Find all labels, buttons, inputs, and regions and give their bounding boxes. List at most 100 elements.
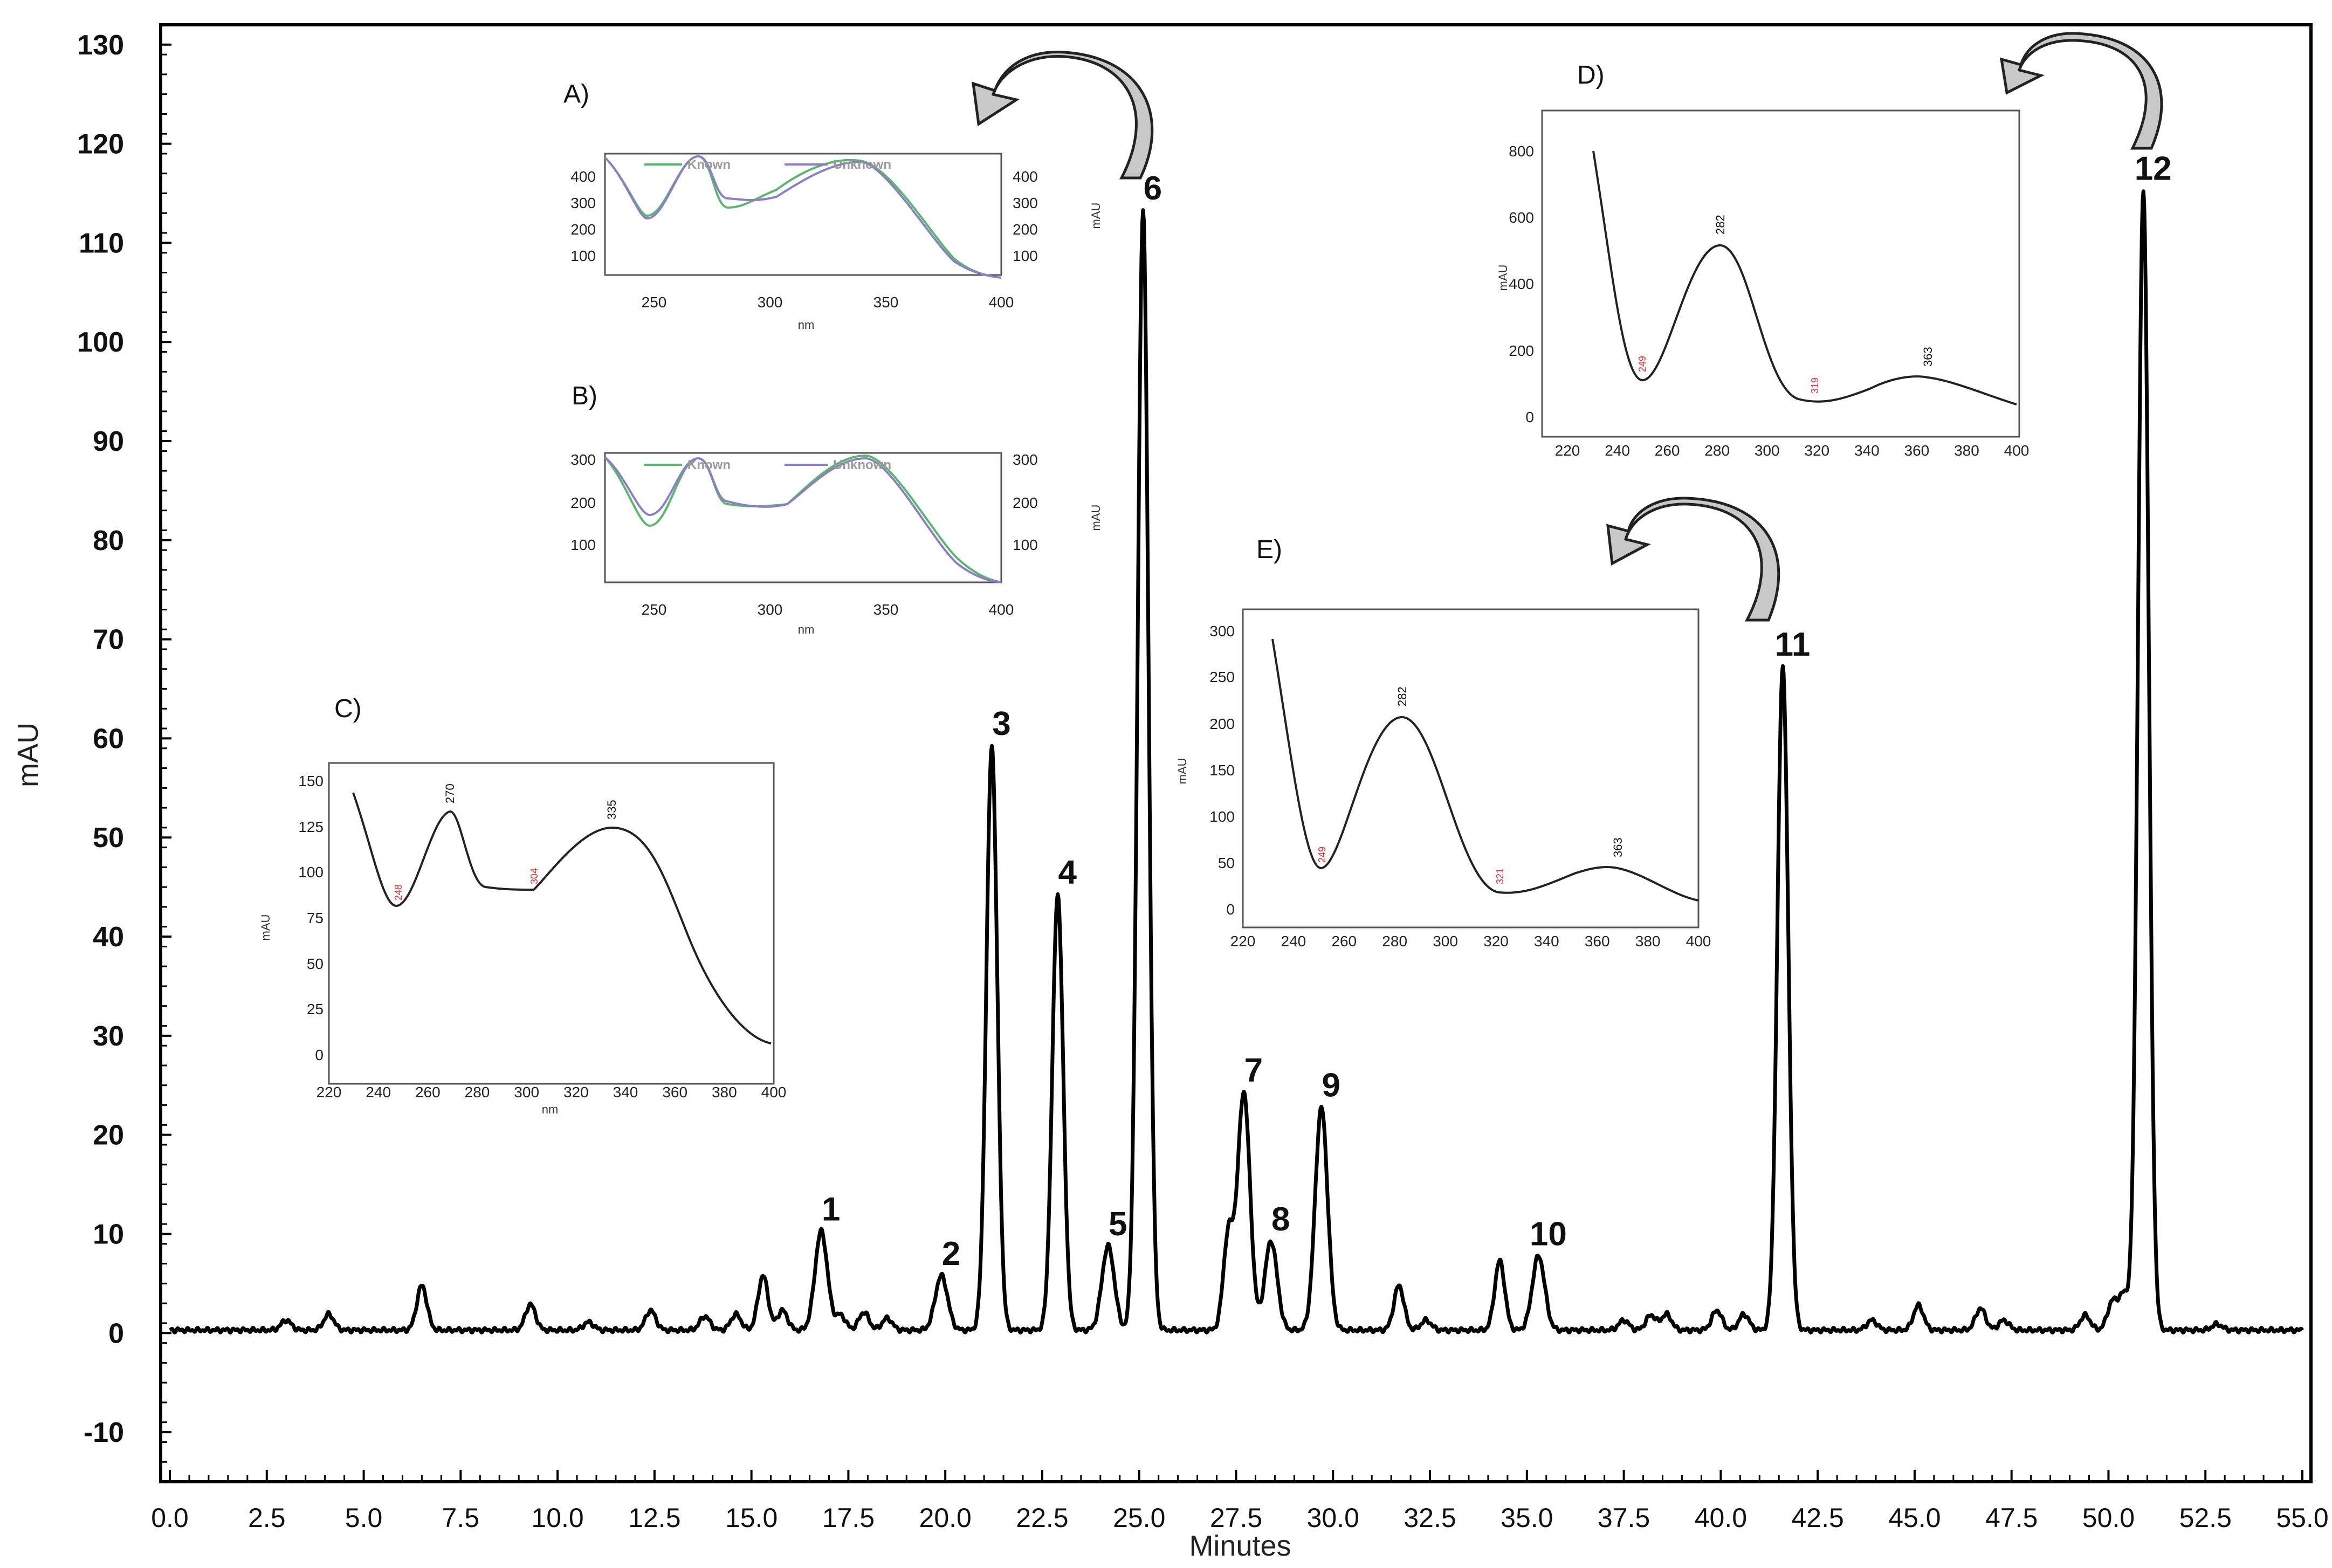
- inset-c-ytick: 125: [298, 819, 324, 835]
- y-tick-label: 130: [77, 30, 124, 61]
- inset-c-x-ticks: 220 240 260 280 300 320 340 360 380 400: [317, 1084, 787, 1101]
- inset-c-ytick: 100: [298, 864, 324, 881]
- inset-a-ytick: 300: [570, 195, 596, 211]
- inset-e-min-label: 249: [1317, 847, 1327, 863]
- x-tick-label: 22.5: [1016, 1503, 1068, 1533]
- inset-x-tick-label: 240: [1605, 442, 1630, 459]
- inset-e-ytick: 0: [1226, 901, 1235, 918]
- y-tick-label: 110: [79, 228, 124, 259]
- inset-x-tick-label: 320: [1804, 442, 1829, 459]
- inset-b-ytick: 200: [570, 494, 596, 511]
- y-tick-label: -10: [84, 1417, 124, 1448]
- inset-d-ytick: 800: [1509, 143, 1534, 160]
- inset-x-tick-label: 360: [1904, 442, 1930, 459]
- y-tick-label: 90: [93, 426, 124, 457]
- inset-c-min-label: 304: [529, 868, 540, 884]
- inset-d-x-ticks: 220 240 260 280 300 320 340 360 380 400: [1555, 442, 2030, 459]
- y-tick-label: 60: [93, 723, 124, 754]
- x-tick-label: 32.5: [1404, 1503, 1456, 1533]
- inset-x-tick-label: 280: [465, 1084, 490, 1101]
- y-tick-label: 50: [93, 822, 124, 854]
- inset-e-spectrum: [1271, 638, 1699, 902]
- inset-e-ytick: 100: [1209, 808, 1235, 825]
- inset-a-xtick: 250: [642, 294, 667, 311]
- inset-a-legend-known: Known: [687, 157, 731, 172]
- inset-a-right-ytick: 400: [1013, 168, 1038, 185]
- inset-a-ytick: 200: [570, 221, 596, 238]
- inset-x-tick-label: 380: [712, 1084, 737, 1101]
- inset-c-ytick: 75: [307, 910, 324, 926]
- x-tick-label: 0.0: [151, 1503, 189, 1533]
- inset-x-tick-label: 220: [1230, 933, 1256, 950]
- inset-d-ytick: 400: [1509, 276, 1534, 292]
- inset-c-ytick: 0: [315, 1047, 324, 1063]
- inset-b-unknown-curve: [604, 456, 1002, 583]
- x-tick-label: 50.0: [2082, 1503, 2135, 1533]
- inset-b-xtick: 400: [989, 601, 1014, 618]
- chromatogram-trace: [168, 189, 2304, 1335]
- inset-x-tick-label: 280: [1382, 933, 1407, 950]
- inset-x-tick-label: 300: [1433, 933, 1458, 950]
- peak-label: 7: [1244, 1052, 1263, 1089]
- inset-b-right-ytick: 100: [1013, 537, 1038, 553]
- x-tick-label: 45.0: [1888, 1503, 1941, 1533]
- inset-x-tick-label: 320: [563, 1084, 589, 1101]
- inset-c-max-label: 270: [443, 783, 457, 803]
- inset-a-unknown-curve: [604, 155, 1002, 279]
- inset-x-tick-label: 240: [366, 1084, 391, 1101]
- inset-e-ytick: 250: [1209, 669, 1235, 685]
- inset-c-ytick: 25: [307, 1001, 324, 1017]
- x-tick-label: 10.0: [531, 1503, 583, 1533]
- inset-e-ytick: 50: [1218, 855, 1235, 871]
- inset-c-frame: [328, 762, 775, 1085]
- x-tick-label: 15.0: [725, 1503, 778, 1533]
- peak-label: 9: [1322, 1067, 1340, 1104]
- inset-a-right-ytick: 300: [1013, 195, 1038, 211]
- inset-a-xtick: 400: [989, 294, 1014, 311]
- inset-e-ytick: 200: [1209, 716, 1235, 732]
- inset-b-xtick: 300: [758, 601, 783, 618]
- inset-d-max-label: 282: [1714, 215, 1727, 235]
- y-tick-label: 0: [108, 1318, 124, 1349]
- inset-x-tick-label: 320: [1483, 933, 1509, 950]
- y-tick-label: 30: [93, 1021, 124, 1052]
- x-axis-ticks: 0.0 2.5 5.0 7.5 10.0 12.5 15.0 17.5 20.0 22.5 25.0…: [151, 1470, 2329, 1533]
- inset-x-tick-label: 260: [1331, 933, 1357, 950]
- inset-b-frame: [604, 452, 1002, 583]
- peak-label: 4: [1058, 854, 1077, 891]
- inset-x-tick-label: 240: [1281, 933, 1306, 950]
- inset-c-min-label: 248: [393, 884, 404, 900]
- peak-label: 6: [1144, 170, 1162, 207]
- inset-e-x-ticks: 220 240 260 280 300 320 340 360 380 400: [1230, 933, 1711, 950]
- inset-c-xlabel: nm: [542, 1103, 559, 1116]
- x-tick-label: 2.5: [248, 1503, 286, 1533]
- inset-x-tick-label: 220: [1555, 442, 1580, 459]
- inset-a: A) Known Unknown 400 300 200 100 400 300…: [563, 80, 1103, 332]
- inset-b-right-unit: mAU: [1089, 505, 1103, 531]
- inset-b-right-ytick: 200: [1013, 494, 1038, 511]
- inset-x-tick-label: 260: [1655, 442, 1680, 459]
- inset-b-right-ytick: 300: [1013, 451, 1038, 468]
- x-tick-label: 25.0: [1113, 1503, 1165, 1533]
- peak-label: 1: [822, 1191, 840, 1228]
- inset-e-frame: [1242, 608, 1700, 929]
- inset-c-ytick: 50: [307, 955, 324, 972]
- inset-x-tick-label: 400: [2004, 442, 2030, 459]
- inset-x-tick-label: 380: [1954, 442, 1979, 459]
- inset-x-tick-label: 300: [1755, 442, 1780, 459]
- inset-a-label: A): [563, 80, 589, 108]
- peak-label: 5: [1109, 1206, 1127, 1243]
- inset-b-label: B): [572, 382, 597, 410]
- x-axis-title: Minutes: [1189, 1530, 1291, 1562]
- inset-a-xlabel: nm: [798, 318, 815, 332]
- inset-x-tick-label: 400: [1686, 933, 1711, 950]
- inset-x-tick-label: 360: [1585, 933, 1610, 950]
- peak-label: 2: [942, 1235, 960, 1273]
- inset-d: D) 282 363 249 319 800 600 400 200 0 mAU…: [1496, 61, 2029, 459]
- x-tick-label: 7.5: [442, 1503, 480, 1533]
- x-tick-label: 52.5: [2179, 1503, 2232, 1533]
- inset-x-tick-label: 300: [514, 1084, 539, 1101]
- inset-x-tick-label: 340: [1854, 442, 1880, 459]
- inset-e-min-label: 321: [1495, 868, 1505, 884]
